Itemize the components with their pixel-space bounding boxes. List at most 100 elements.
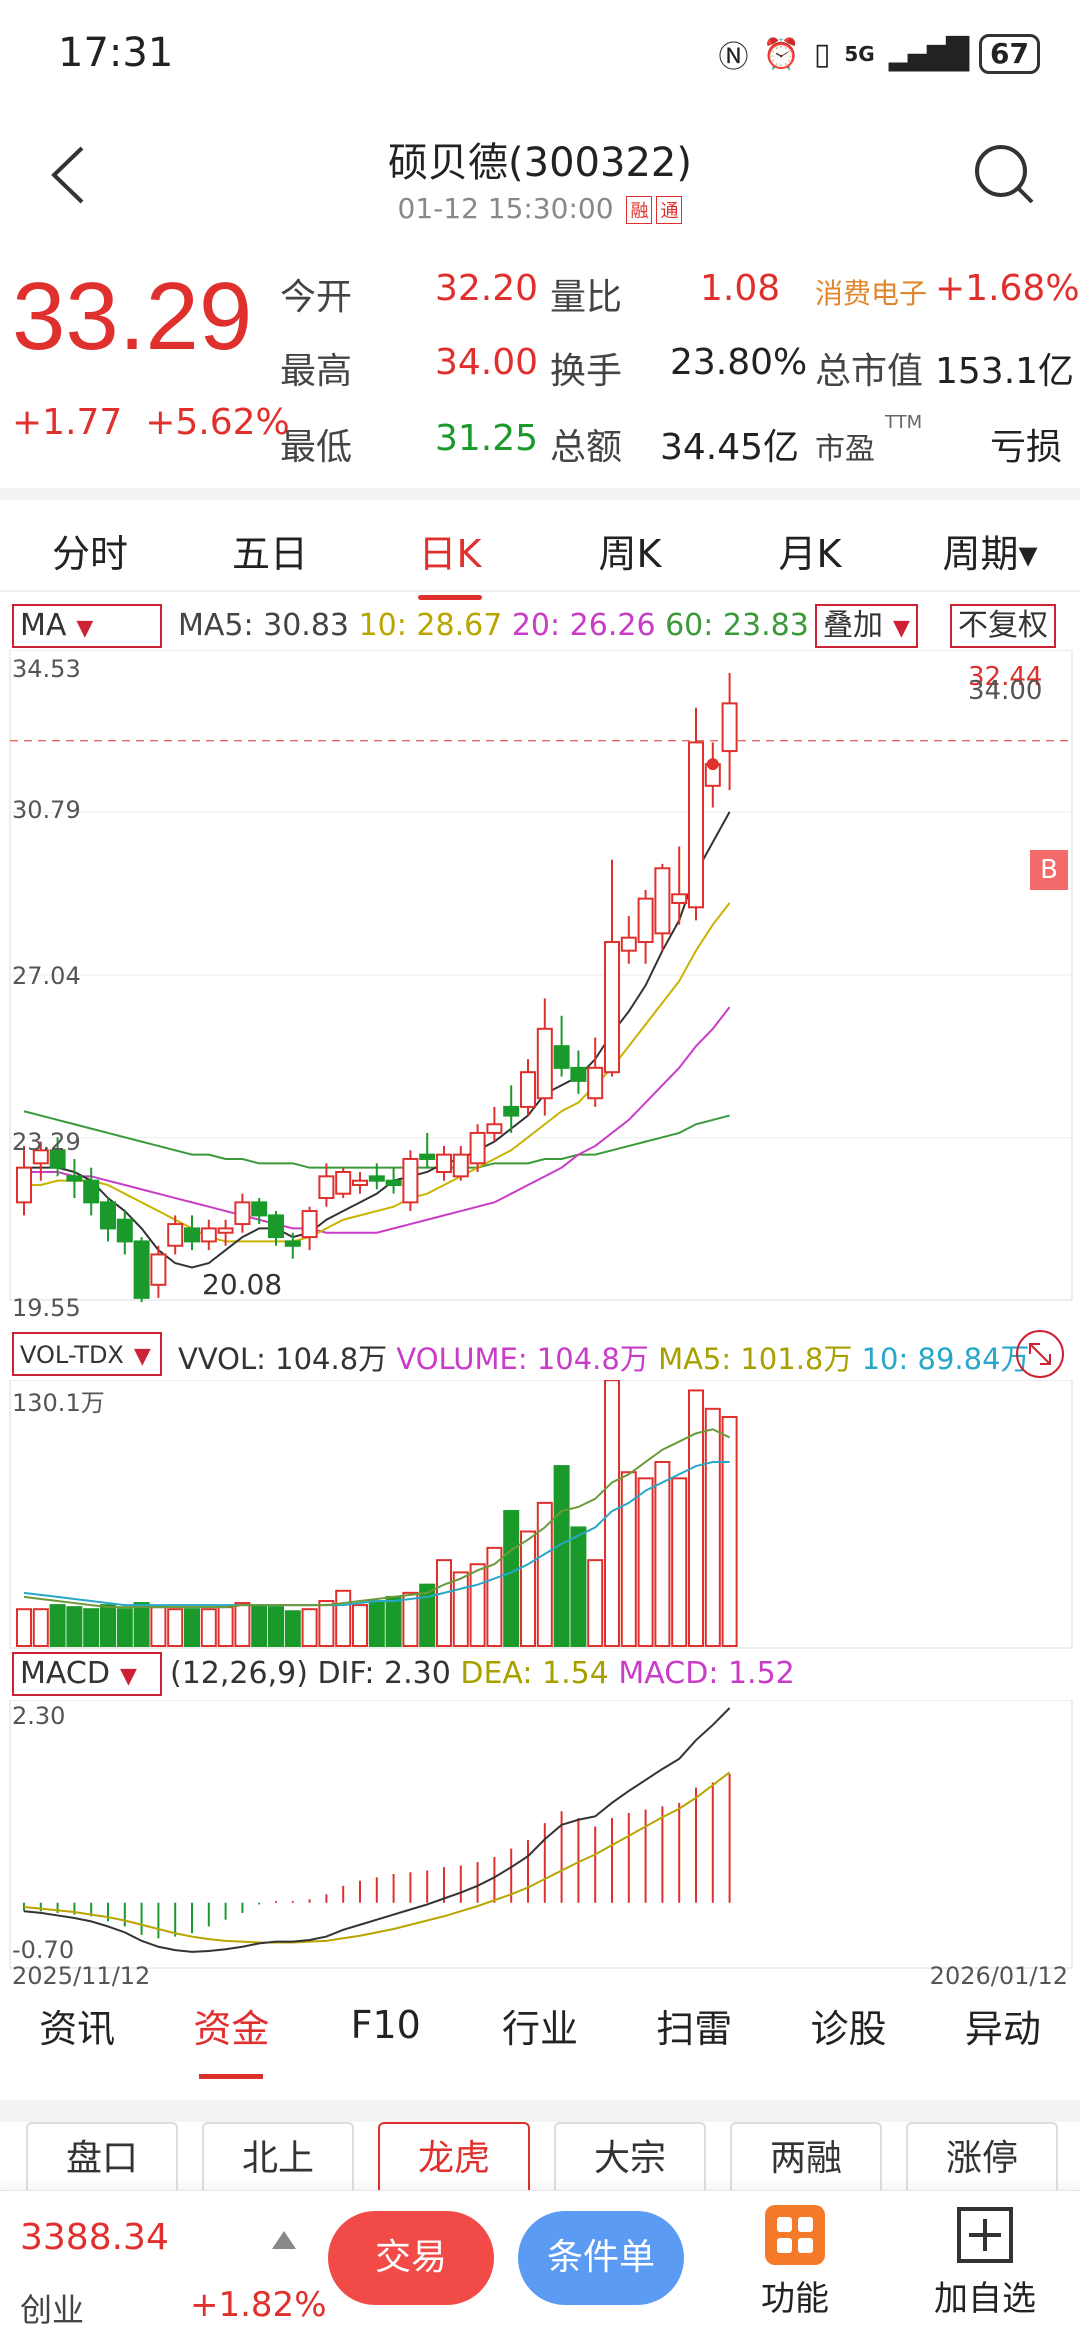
volume-bar (721, 1416, 738, 1648)
candlestick-chart[interactable] (0, 650, 1080, 1320)
candle-body (284, 1240, 301, 1247)
tab-daily-k[interactable]: 日K (360, 523, 540, 600)
back-arrow-icon (51, 146, 84, 204)
macd-select-label: MACD (20, 1656, 110, 1691)
pe-value: 亏损 (990, 427, 1063, 468)
section-divider (0, 488, 1080, 500)
volume-bar (688, 1389, 704, 1647)
turnover-label: 换手 (550, 351, 623, 392)
candle-body (184, 1227, 200, 1243)
volume-bar (32, 1608, 49, 1647)
candle-body (620, 936, 637, 952)
price-axis-3: 27.04 (12, 962, 81, 990)
bottom-action-bar: 3388.34 创业 +1.82% 交易 条件单 功能 加自选 (0, 2190, 1080, 2340)
macd-indicator-select[interactable]: MACD ▼ (12, 1652, 162, 1696)
vol-legend: VVOL: 104.8万 VOLUME: 104.8万 MA5: 101.8万 … (178, 1336, 1030, 1378)
vol-ratio-label: 量比 (550, 277, 623, 318)
tab-weekly-k[interactable]: 周K (598, 531, 662, 576)
buy-signal-badge[interactable]: B (1030, 850, 1068, 890)
vol-axis-top: 130.1万 (12, 1389, 105, 1417)
candle-body (604, 941, 620, 1074)
volume-bar (318, 1600, 335, 1647)
price-axis-top: 34.53 (12, 655, 81, 683)
condition-order-button[interactable]: 条件单 (518, 2211, 684, 2305)
last-price: 33.29 (12, 263, 253, 370)
back-button[interactable] (40, 140, 100, 210)
tab-news[interactable]: 资讯 (39, 2006, 116, 2051)
volume-bar (486, 1546, 503, 1647)
mktcap-value: 153.1亿 (935, 351, 1075, 392)
volume-bar (49, 1604, 66, 1648)
volume-bar (587, 1559, 604, 1647)
price-axis-2: 30.79 (12, 796, 81, 824)
tab-risk-scan[interactable]: 扫雷 (656, 2006, 733, 2051)
expand-up-icon[interactable] (272, 2231, 296, 2249)
ma-indicator-select[interactable]: MA ▼ (12, 604, 162, 648)
tab-f10[interactable]: F10 (350, 2003, 421, 2047)
volume-bar (200, 1608, 217, 1647)
overlay-select[interactable]: 叠加 ▼ (815, 604, 918, 648)
candle-body (66, 1175, 83, 1182)
price-axis-4: 23.29 (12, 1128, 81, 1156)
margin-tag: 融 (626, 196, 653, 224)
candle-body (318, 1175, 335, 1200)
ma10-value: 10: 28.67 (358, 608, 503, 643)
vol-indicator-select[interactable]: VOL-TDX ▼ (12, 1332, 162, 1376)
ma-select-label: MA (20, 608, 67, 643)
function-button[interactable]: 功能 (740, 2205, 850, 2320)
tab-five-day[interactable]: 五日 (231, 531, 308, 576)
tab-intraday[interactable]: 分时 (51, 531, 128, 576)
volume-bar (536, 1501, 553, 1648)
price-marker-max: 34.00 (968, 676, 1043, 706)
vibrate-icon: ▯ (813, 36, 831, 72)
ma10-line (24, 902, 731, 1243)
status-time: 17:31 (58, 30, 174, 76)
macd-chart[interactable] (0, 1700, 1080, 1970)
expand-chart-button[interactable] (1016, 1330, 1064, 1378)
vol-ma10-line (23, 1460, 730, 1607)
index-name: 创业 (20, 2291, 85, 2329)
candle-body (486, 1123, 503, 1134)
subtab-dragon-tiger[interactable]: 龙虎 (378, 2122, 530, 2194)
expand-icon (1029, 1343, 1051, 1365)
add-favorite-button[interactable]: 加自选 (910, 2205, 1060, 2320)
ma60-value: 60: 23.83 (665, 608, 809, 643)
tabs-divider (0, 590, 1080, 592)
volume-bar (284, 1610, 301, 1648)
subtab-order-book[interactable]: 盘口 (26, 2122, 178, 2194)
tab-movement[interactable]: 异动 (964, 2006, 1041, 2051)
candle-body (419, 1153, 436, 1160)
subtab-northbound[interactable]: 北上 (202, 2122, 354, 2194)
macd-value: MACD: 1.52 (618, 1656, 795, 1691)
change-value: +1.77 (12, 402, 123, 443)
pe-label: 市盈 (815, 432, 875, 467)
index-value[interactable]: 3388.34 (20, 2217, 169, 2258)
adjust-select[interactable]: 不复权 (950, 604, 1056, 648)
sector-name[interactable]: 消费电子 (815, 277, 928, 310)
index-change: +1.82% (190, 2285, 327, 2325)
volume-bar (620, 1471, 637, 1648)
macd-dif-line (23, 1707, 731, 1953)
subtab-margin[interactable]: 两融 (730, 2122, 882, 2194)
tab-funds[interactable]: 资金 (154, 1998, 308, 2079)
search-button[interactable] (970, 140, 1040, 210)
tab-industry[interactable]: 行业 (501, 2006, 578, 2051)
volume-bar (301, 1608, 318, 1647)
subtab-limit-up[interactable]: 涨停 (906, 2122, 1058, 2194)
vol-ma5-line (23, 1428, 731, 1609)
ma60-line (23, 1110, 730, 1169)
amount-label: 总额 (550, 427, 623, 468)
volume-chart[interactable] (0, 1380, 1080, 1650)
macd-dea: DEA: 1.54 (460, 1656, 609, 1691)
volume-bar (167, 1608, 184, 1647)
connect-tag: 通 (656, 196, 683, 224)
chevron-down-icon: ▼ (119, 1664, 137, 1689)
tab-monthly-k[interactable]: 月K (778, 531, 842, 576)
tab-period[interactable]: 周期▾ (942, 531, 1038, 576)
trade-button[interactable]: 交易 (328, 2211, 494, 2305)
subtab-block-trade[interactable]: 大宗 (554, 2122, 706, 2194)
network-label: 5G (844, 42, 875, 66)
candle-body (217, 1227, 234, 1234)
volume-bar (116, 1608, 133, 1647)
tab-diagnosis[interactable]: 诊股 (810, 2006, 887, 2051)
